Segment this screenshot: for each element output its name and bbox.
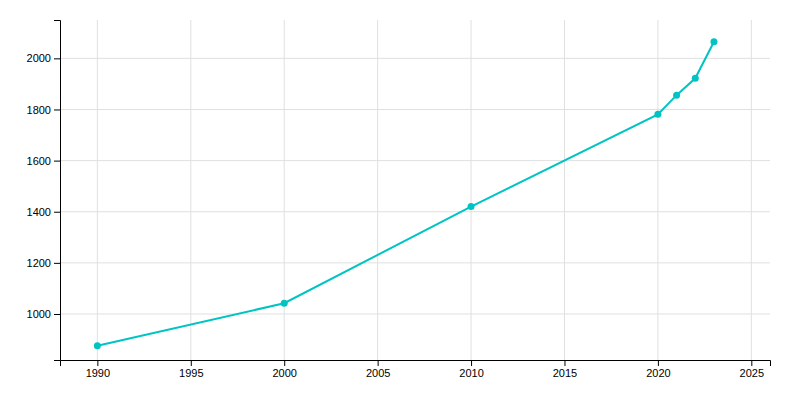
x-tick-mark bbox=[751, 360, 752, 366]
x-tick-mark bbox=[97, 360, 98, 366]
x-grid-line bbox=[190, 20, 191, 360]
x-tick-mark bbox=[284, 360, 285, 366]
x-grid-line bbox=[471, 20, 472, 360]
x-tick-mark bbox=[471, 360, 472, 366]
x-grid-line bbox=[564, 20, 565, 360]
x-tick-label: 2015 bbox=[553, 367, 577, 379]
y-grid-line bbox=[60, 58, 770, 59]
y-tick: 1800 bbox=[27, 103, 60, 115]
x-axis: 1990 1995 2000 2005 2010 2015 2020 2025 bbox=[61, 360, 771, 379]
y-grid-line bbox=[60, 211, 770, 212]
y-tick-mark bbox=[54, 263, 60, 264]
x-tick-mark bbox=[378, 360, 379, 366]
point bbox=[281, 300, 288, 307]
y-tick-mark bbox=[54, 109, 60, 110]
y-tick-label: 1200 bbox=[27, 257, 51, 269]
y-tick-label: 1600 bbox=[27, 155, 51, 167]
chart-svg: 1990 1995 2000 2005 2010 2015 2020 2025 1000 1200… bbox=[0, 0, 800, 400]
x-tick-label: 2020 bbox=[646, 367, 670, 379]
marks bbox=[94, 38, 718, 349]
x-tick: 2005 bbox=[366, 360, 390, 379]
y-tick-mark bbox=[54, 161, 60, 162]
chart-container: 1990 1995 2000 2005 2010 2015 2020 2025 1000 1200… bbox=[0, 0, 800, 400]
y-tick: 1400 bbox=[27, 206, 60, 218]
x-tick-mark bbox=[191, 360, 192, 366]
x-tick: 1995 bbox=[179, 360, 203, 379]
x-tick-label: 2025 bbox=[740, 367, 764, 379]
y-tick: 1600 bbox=[27, 155, 60, 167]
x-tick-label: 2010 bbox=[459, 367, 483, 379]
y-tick: 1000 bbox=[27, 308, 60, 320]
plot-area: 1990 1995 2000 2005 2010 2015 2020 2025 1000 1200… bbox=[27, 20, 771, 379]
x-grid-line bbox=[751, 20, 752, 360]
x-grid-line bbox=[377, 20, 378, 360]
x-tick-label: 1990 bbox=[86, 367, 110, 379]
y-grid-line bbox=[60, 313, 770, 314]
point bbox=[710, 38, 717, 45]
y-axis: 1000 1200 1400 1600 1800 2000 bbox=[27, 21, 61, 361]
x-grid-line bbox=[284, 20, 285, 360]
x-grid-line bbox=[97, 20, 98, 360]
x-tick: 2010 bbox=[459, 360, 483, 379]
x-tick: 2000 bbox=[272, 360, 296, 379]
x-tick-mark bbox=[564, 360, 565, 366]
y-tick-label: 1800 bbox=[27, 103, 51, 115]
x-tick: 2025 bbox=[740, 360, 764, 379]
y-tick-mark bbox=[54, 212, 60, 213]
grid bbox=[60, 20, 770, 360]
x-tick-mark bbox=[658, 360, 659, 366]
point bbox=[673, 92, 680, 99]
y-tick: 2000 bbox=[27, 52, 60, 64]
x-tick-label: 2000 bbox=[272, 367, 296, 379]
x-tick-label: 1995 bbox=[179, 367, 203, 379]
point bbox=[654, 111, 661, 118]
y-tick-label: 2000 bbox=[27, 52, 51, 64]
x-grid-line bbox=[657, 20, 658, 360]
y-grid-line bbox=[60, 262, 770, 263]
line bbox=[97, 42, 714, 346]
y-grid-line bbox=[60, 160, 770, 161]
y-tick-label: 1000 bbox=[27, 308, 51, 320]
point bbox=[692, 75, 699, 82]
x-axis-line bbox=[61, 361, 771, 367]
x-tick: 2015 bbox=[553, 360, 577, 379]
y-tick-mark bbox=[54, 58, 60, 59]
y-tick-label: 1400 bbox=[27, 206, 51, 218]
point bbox=[468, 203, 475, 210]
point bbox=[94, 342, 101, 349]
x-tick: 1990 bbox=[86, 360, 110, 379]
y-tick-mark bbox=[54, 314, 60, 315]
x-tick-label: 2005 bbox=[366, 367, 390, 379]
y-tick: 1200 bbox=[27, 257, 60, 269]
x-tick: 2020 bbox=[646, 360, 670, 379]
y-axis-line bbox=[54, 21, 61, 361]
